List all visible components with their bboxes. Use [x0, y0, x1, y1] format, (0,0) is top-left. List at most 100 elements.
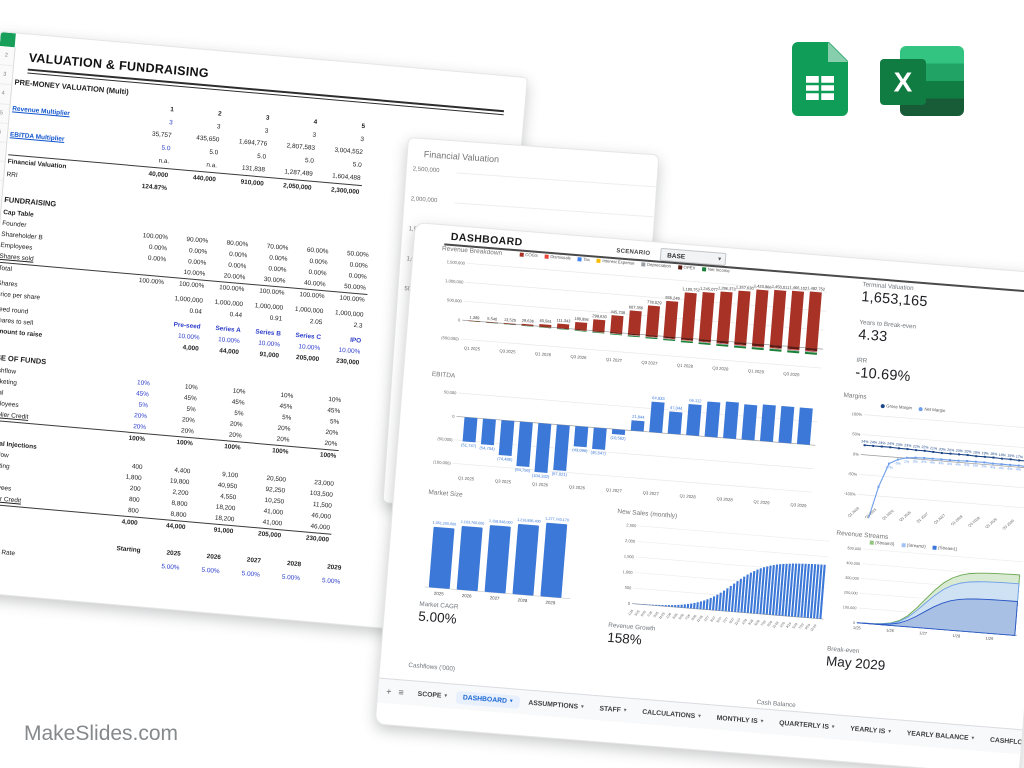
svg-text:936,249: 936,249	[665, 295, 681, 301]
svg-text:Q3 2025: Q3 2025	[499, 348, 516, 354]
legend-label: COGS	[525, 251, 539, 258]
svg-text:18%: 18%	[999, 453, 1007, 458]
svg-text:Q1 2028: Q1 2028	[677, 362, 694, 368]
svg-text:4%: 4%	[998, 466, 1004, 470]
svg-text:3/29: 3/29	[785, 621, 792, 629]
row-number: 4	[0, 84, 12, 105]
chevron-down-icon: ▾	[623, 707, 627, 714]
cell: 2026	[206, 553, 222, 562]
scenario-value: BASE	[666, 252, 686, 261]
tab-monthly-is[interactable]: MONTHLY IS ▾	[709, 711, 771, 729]
svg-text:11/29: 11/29	[809, 623, 817, 632]
cell: 100.00%	[178, 280, 205, 290]
svg-text:445,738: 445,738	[610, 309, 626, 315]
svg-text:1/29: 1/29	[985, 636, 994, 642]
legend-item: Tax	[577, 256, 590, 262]
row-number: 5	[0, 103, 10, 124]
svg-text:(104,332): (104,332)	[532, 473, 551, 479]
svg-text:1/25: 1/25	[853, 625, 862, 631]
axis-tick: 2,500,000	[412, 166, 440, 175]
svg-text:5/27: 5/27	[716, 616, 723, 624]
svg-text:60,561: 60,561	[539, 318, 552, 324]
svg-text:23%: 23%	[895, 443, 903, 448]
svg-text:500: 500	[624, 585, 632, 591]
svg-text:11/25: 11/25	[658, 611, 666, 620]
legend-swatch	[918, 406, 924, 411]
svg-text:1/29: 1/29	[779, 621, 786, 629]
svg-text:Q3 2027: Q3 2027	[643, 490, 660, 496]
tab-staff[interactable]: STAFF ▾	[592, 701, 634, 717]
row-number: 8	[0, 160, 5, 182]
tab-cashflow[interactable]: CASHFLOW▾	[982, 733, 1024, 751]
cell: 5.00%	[241, 570, 261, 579]
svg-text:Q1 2028: Q1 2028	[679, 493, 696, 499]
svg-text:-17%: -17%	[884, 465, 893, 470]
svg-text:-50%: -50%	[848, 471, 858, 477]
cell: 5.00%	[161, 563, 180, 572]
tab-quarterly-is[interactable]: QUARTERLY IS ▾	[772, 716, 842, 735]
revenue-streams-chart: Revenue Streams {Stream3} {Stream2} {Strea…	[827, 530, 1024, 661]
ebitda-svg: 50,000 0 (50,000) (100,000) (51,747) Q1 2025 (…	[433, 389, 818, 508]
tab-scope[interactable]: SCOPE ▾	[410, 687, 454, 703]
svg-text:9/27: 9/27	[728, 617, 735, 625]
svg-text:24%: 24%	[861, 439, 869, 444]
svg-text:1,389: 1,389	[469, 315, 480, 321]
svg-text:1,466,102: 1,466,102	[789, 285, 808, 291]
svg-text:20%: 20%	[964, 449, 972, 454]
svg-text:(51,747): (51,747)	[461, 442, 477, 448]
svg-text:Q3 2027: Q3 2027	[933, 513, 946, 525]
svg-text:5%: 5%	[981, 464, 987, 468]
svg-text:1,000,000: 1,000,000	[445, 278, 464, 285]
svg-text:3/26: 3/26	[671, 612, 678, 620]
svg-text:1/26: 1/26	[886, 628, 895, 634]
svg-text:5%: 5%	[973, 464, 979, 468]
tab-yearly-is[interactable]: YEARLY IS ▾	[843, 722, 899, 739]
svg-text:1,000: 1,000	[622, 569, 633, 575]
tab-assumptions[interactable]: ASSUMPTIONS ▾	[521, 696, 591, 715]
dashboard-sheet: DASHBOARD SCENARIO BASE ▾ Revenue Breakd…	[374, 222, 1024, 768]
svg-text:1,158,948,000: 1,158,948,000	[489, 519, 513, 525]
legend-swatch	[880, 403, 885, 408]
svg-text:23%: 23%	[904, 443, 912, 448]
legend-swatch	[519, 252, 524, 257]
svg-text:Q3 2028: Q3 2028	[712, 365, 729, 371]
cell: Starting	[116, 545, 141, 555]
svg-text:5%: 5%	[964, 463, 970, 467]
svg-text:24%: 24%	[870, 440, 878, 445]
axis-label: 2,500,000	[412, 166, 657, 188]
svg-text:4%: 4%	[955, 463, 961, 467]
svg-text:Q1 2029: Q1 2029	[748, 368, 765, 374]
new-sales-chart: New Sales (monthly) 2,500 2,000 1,500 1,000…	[609, 508, 837, 639]
tab-dashboard[interactable]: DASHBOARD ▾	[455, 690, 520, 709]
tab-label: MONTHLY IS	[716, 714, 759, 725]
row-number: 6	[0, 122, 8, 143]
row-number: 2	[0, 46, 15, 67]
svg-text:1,357,630: 1,357,630	[736, 284, 755, 290]
svg-text:66,112: 66,112	[689, 398, 702, 404]
gridline	[456, 172, 657, 188]
legend-swatch	[932, 545, 937, 550]
tab-label: STAFF	[599, 704, 622, 714]
cell: 100.00%	[339, 294, 366, 304]
svg-text:5/25: 5/25	[640, 610, 647, 618]
svg-text:22%: 22%	[921, 445, 929, 450]
svg-text:47,044: 47,044	[670, 405, 684, 411]
svg-text:5,540: 5,540	[487, 316, 498, 322]
all-sheets-icon[interactable]: ≡	[398, 687, 405, 698]
svg-text:20%: 20%	[956, 449, 964, 454]
legend-swatch	[544, 254, 549, 259]
svg-text:11/28: 11/28	[772, 620, 780, 629]
tab-yearly-balance[interactable]: YEARLY BALANCE ▾	[899, 726, 981, 745]
cell: 2025	[166, 549, 181, 558]
cell: 4,000	[182, 344, 199, 353]
svg-text:7/26: 7/26	[684, 613, 691, 621]
tab-label: YEARLY IS	[850, 725, 886, 735]
margins-svg: 100%50%0%-50%-100%24% 24% 24% 24% 23% 23% 22% 2…	[844, 411, 1024, 532]
sheet-tab-bar: + ≡ SCOPE ▾ DASHBOARD ▾ ASSUMPTIONS ▾ STAFF ▾ CALC…	[377, 677, 1024, 755]
tab-calculations[interactable]: CALCULATIONS ▾	[635, 705, 708, 724]
svg-text:-100%: -100%	[844, 491, 856, 497]
cell	[102, 556, 142, 560]
svg-text:1/27: 1/27	[919, 630, 928, 636]
add-sheet-icon[interactable]: +	[385, 686, 392, 697]
